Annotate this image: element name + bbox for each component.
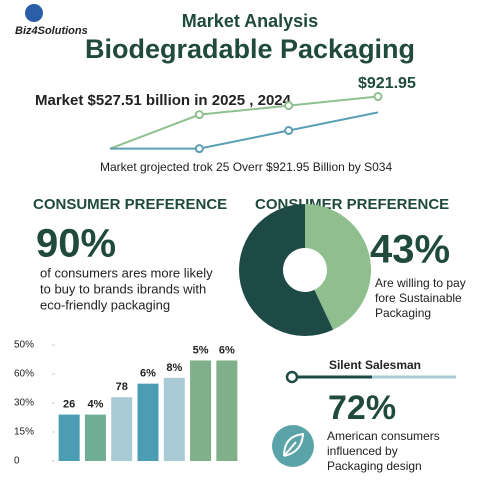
bar-annotation: 78 bbox=[116, 381, 128, 393]
bar-annotation: 5% bbox=[193, 344, 209, 356]
big-stat: 72% bbox=[328, 389, 396, 427]
y-tick-label: 30% bbox=[14, 398, 34, 409]
stat-text: Packaging bbox=[375, 306, 431, 320]
big-stat: 43% bbox=[370, 228, 450, 272]
point bbox=[373, 92, 383, 102]
y-tick-label: 60% bbox=[14, 369, 34, 380]
bar bbox=[190, 360, 212, 461]
bar bbox=[111, 397, 133, 461]
donut-slice bbox=[239, 204, 334, 336]
point bbox=[284, 101, 294, 111]
point bbox=[194, 110, 204, 120]
y-tick-label: 0 bbox=[14, 456, 20, 467]
title: Market Analysis bbox=[182, 11, 318, 31]
bar-annotation: 6% bbox=[219, 344, 235, 356]
leaf bbox=[283, 432, 305, 457]
bar-annotation: 6% bbox=[140, 368, 156, 380]
bar bbox=[58, 414, 80, 461]
subtitle: Biodegradable Packaging bbox=[85, 34, 415, 64]
heading: CONSUMER PREFERENCE bbox=[33, 196, 227, 213]
stat-text: American consumers bbox=[327, 429, 440, 443]
stat-text: of consumers ares more likely bbox=[40, 265, 213, 280]
point bbox=[194, 144, 204, 154]
market-end-label: $921.95 bbox=[358, 75, 416, 92]
bar-annotation: 4% bbox=[87, 399, 103, 411]
logo-icon bbox=[25, 4, 43, 22]
big-stat: 90% bbox=[36, 222, 116, 266]
y-tick-label: 15% bbox=[14, 427, 34, 438]
bar-annotation: 8% bbox=[166, 362, 182, 374]
stat-text: eco-friendly packaging bbox=[40, 297, 170, 312]
bar bbox=[137, 383, 159, 461]
market-caption: Market grojected trok 25 Overr $921.95 B… bbox=[100, 160, 392, 174]
slider-knob bbox=[285, 370, 299, 384]
logo: Biz4Solutions bbox=[15, 25, 88, 37]
stat-text: Are willing to pay bbox=[375, 276, 466, 290]
stat-text: to buy to brands ibrands with bbox=[40, 281, 206, 296]
stat-text: fore Sustainable bbox=[375, 291, 462, 305]
bar bbox=[84, 414, 106, 461]
bar bbox=[216, 360, 238, 461]
silent-label: Silent Salesman bbox=[329, 358, 421, 372]
y-tick-label: 50% bbox=[14, 340, 34, 351]
market-text: Market $527.51 billion in 2025 , 2024 bbox=[35, 92, 292, 109]
point bbox=[284, 126, 294, 136]
bar-annotation: 26 bbox=[63, 399, 75, 411]
stat-text: Packaging design bbox=[327, 459, 422, 473]
series-line bbox=[109, 95, 379, 150]
bar bbox=[163, 377, 185, 461]
donut-slice bbox=[305, 204, 372, 330]
stat-text: influenced by bbox=[327, 444, 398, 458]
series-line bbox=[110, 111, 379, 150]
